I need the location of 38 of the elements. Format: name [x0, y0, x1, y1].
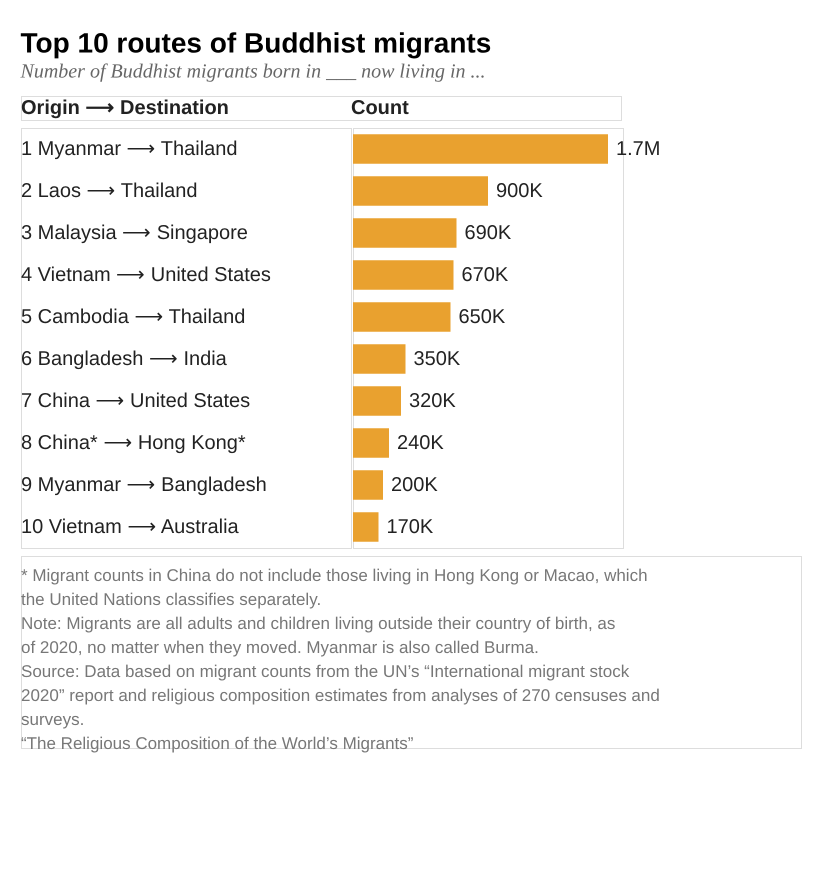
y-tick-label: 2 Laos ⟶ Thailand — [21, 180, 198, 202]
data-label: 900K — [496, 180, 544, 202]
y-tick-label: 5 Cambodia ⟶ Thailand — [21, 306, 246, 328]
y-tick-label: 3 Malaysia ⟶ Singapore — [21, 222, 248, 244]
text: “The Religious Composition of the World’s Migrants” — [21, 734, 414, 753]
y-tick-label: 8 China* ⟶ Hong Kong* — [21, 432, 246, 454]
text: * Migrant counts in China do not include those living in Hong Kong or Macao, which the United Nations classifies separately. — [21, 566, 648, 609]
y-tick-label: 1 Myanmar ⟶ Thailand — [21, 138, 238, 160]
data-label: 170K — [386, 516, 434, 538]
data-label: 650K — [458, 306, 506, 328]
y-tick-label: 6 Bangladesh ⟶ India — [21, 348, 228, 370]
text: Origin ⟶ Destination — [21, 97, 229, 119]
data-label: 1.7M — [616, 138, 660, 160]
y-tick-label: 7 China ⟶ United States — [21, 390, 250, 412]
y-tick-label: 10 Vietnam ⟶ Australia — [21, 516, 240, 538]
bar — [353, 176, 488, 206]
y-tick-label: 9 Myanmar ⟶ Bangladesh — [21, 474, 267, 496]
source-note: Source: Data based on migrant counts from the UN’s “International migrant stock 2020” report and religious composition estimates from analyses of 270 censuses and surveys. — [21, 662, 660, 729]
bar — [353, 386, 401, 416]
text: Count — [351, 97, 410, 119]
data-label: 350K — [414, 348, 461, 370]
chart-subtitle: Number of Buddhist migrants born in ___ now living in ... — [20, 60, 486, 82]
chart-title: Top 10 routes of Buddhist migrants — [20, 28, 492, 58]
bar — [353, 344, 406, 374]
bar — [353, 260, 454, 290]
bar — [353, 512, 378, 542]
data-label: 240K — [397, 432, 444, 454]
data-label: 690K — [464, 222, 512, 244]
bar — [353, 302, 450, 332]
bar — [353, 428, 389, 458]
data-label: 670K — [462, 264, 509, 286]
y-tick-label: 4 Vietnam ⟶ United States — [21, 264, 271, 286]
data-label: 200K — [391, 474, 438, 496]
data-label: 320K — [409, 390, 456, 412]
bar — [353, 218, 456, 248]
bar — [353, 470, 383, 500]
bar — [353, 134, 608, 164]
text: Note: Migrants are all adults and children living outside their country of birth, as of 2020, no matter when they moved. Myanmar is also called Burma. — [21, 614, 616, 657]
